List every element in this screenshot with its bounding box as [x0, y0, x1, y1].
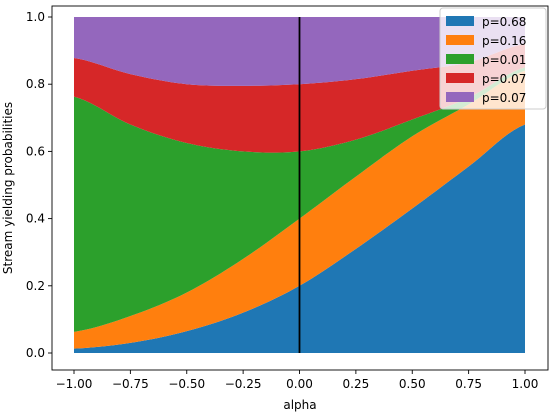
x-tick-label: −1.00 — [56, 377, 93, 391]
legend-entry-label: p=0.68 — [482, 15, 526, 29]
x-tick-label: 0.50 — [399, 377, 426, 391]
x-tick-label: 0.75 — [455, 377, 482, 391]
y-tick-label: 0.8 — [26, 77, 45, 91]
area-series-2 — [74, 70, 525, 349]
y-tick-label: 0.4 — [26, 212, 45, 226]
legend-swatch — [446, 92, 474, 102]
x-tick-label: −0.25 — [225, 377, 262, 391]
x-tick-label: 1.00 — [512, 377, 539, 391]
y-tick-label: 1.0 — [26, 10, 45, 24]
legend-swatch — [446, 35, 474, 45]
legend: p=0.68 p=0.16 p=0.01 p=0.07 p=0.07 — [439, 7, 547, 110]
legend-entry-label: p=0.01 — [482, 53, 526, 67]
y-axis-ticks: 0.0 0.2 0.4 0.6 0.8 1.0 — [26, 10, 52, 360]
legend-swatch — [446, 73, 474, 83]
legend-entry-label: p=0.07 — [482, 91, 526, 105]
legend-swatch — [446, 54, 474, 64]
x-tick-label: −0.75 — [112, 377, 149, 391]
x-tick-label: 0.25 — [343, 377, 370, 391]
legend-swatch — [446, 16, 474, 26]
y-tick-label: 0.0 — [26, 346, 45, 360]
x-axis-label: alpha — [283, 398, 316, 412]
x-axis-ticks: −1.00 −0.75 −0.50 −0.25 0.00 0.25 0.50 0.75 1.00 — [56, 370, 539, 391]
x-tick-label: −0.50 — [168, 377, 205, 391]
plot-frame — [51, 5, 549, 371]
legend-box — [439, 7, 547, 110]
y-tick-label: 0.6 — [26, 144, 45, 158]
y-tick-label: 0.2 — [26, 279, 45, 293]
legend-entry-label: p=0.16 — [482, 34, 526, 48]
x-tick-label: 0.00 — [286, 377, 313, 391]
area-series-1 — [74, 124, 525, 354]
y-axis-label: Stream yielding probabilities — [1, 102, 15, 274]
legend-entry-label: p=0.07 — [482, 72, 526, 86]
